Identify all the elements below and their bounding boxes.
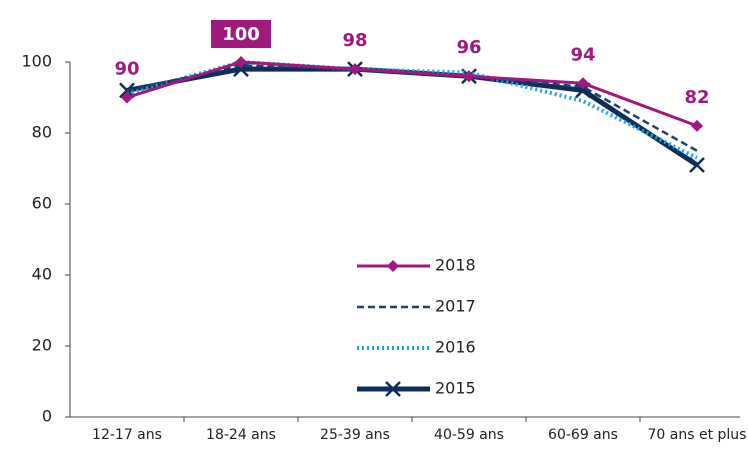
- data-label: 96: [456, 37, 481, 58]
- marker: [689, 157, 705, 173]
- label-box: [211, 20, 271, 48]
- y-tick-label: 60: [32, 194, 52, 213]
- marker: [577, 77, 589, 90]
- legend-label: 2017: [435, 297, 476, 316]
- line-series: [126, 60, 698, 128]
- x-tick-label: 70 ans et plus: [647, 427, 747, 443]
- data-label: 82: [684, 87, 709, 108]
- y-tick-label: 100: [21, 52, 52, 71]
- x-tick-label: 40-59 ans: [434, 427, 504, 443]
- y-tick-label: 40: [32, 265, 52, 284]
- marker: [121, 91, 133, 104]
- marker: [463, 70, 475, 83]
- x-tick-label: 18-24 ans: [206, 427, 276, 443]
- marker: [387, 260, 399, 272]
- data-label: 98: [342, 30, 367, 51]
- legend-label: 2016: [435, 338, 476, 357]
- x-tick-label: 25-39 ans: [320, 427, 390, 443]
- data-label: 100: [222, 24, 260, 45]
- marker: [691, 119, 703, 132]
- legend-label: 2015: [435, 379, 476, 398]
- marker: [235, 56, 247, 68]
- data-label: 90: [114, 59, 139, 80]
- marker: [385, 381, 401, 397]
- marker: [349, 63, 361, 76]
- line-series: [126, 60, 698, 160]
- x-tick-label: 12-17 ans: [92, 427, 162, 443]
- legend-label: 2018: [435, 256, 476, 275]
- x-tick-label: 60-69 ans: [548, 427, 618, 443]
- y-tick-label: 80: [32, 123, 52, 142]
- y-tick-label: 0: [42, 407, 52, 426]
- data-label: 94: [570, 44, 595, 65]
- y-tick-label: 20: [32, 336, 52, 355]
